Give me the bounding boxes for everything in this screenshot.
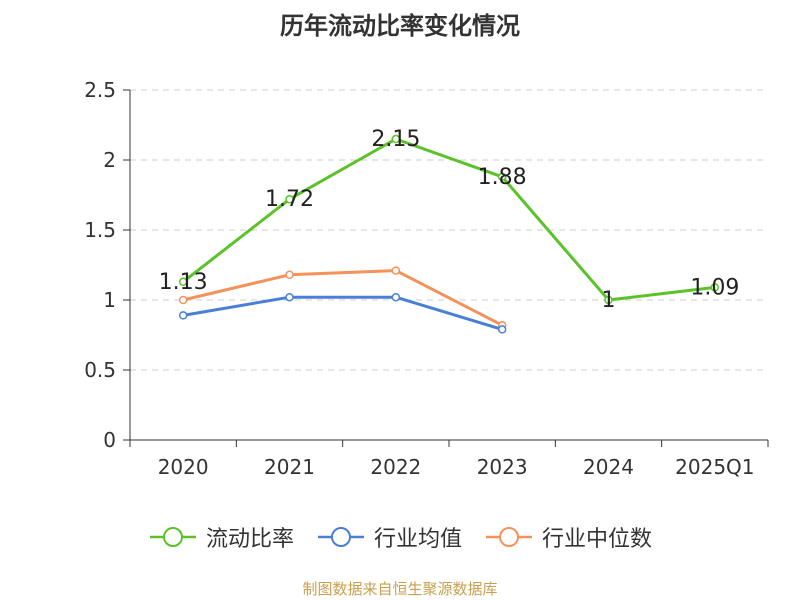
data-label: 1.09 [690, 275, 739, 300]
axes: 0 0.5 1 1.5 2 2.5 2020 2021 2022 2023 2024 2025Q1 [84, 78, 769, 479]
data-point [391, 266, 401, 275]
x-tick-label: 2023 [477, 455, 528, 479]
data-point [178, 311, 188, 320]
data-label: 1.72 [265, 187, 314, 212]
x-tick-label: 2022 [370, 455, 421, 479]
data-point [285, 270, 294, 280]
x-tick-label: 2024 [583, 455, 634, 479]
chart-title: 历年流动比率变化情况 [280, 12, 520, 40]
x-tick-label: 2025Q1 [675, 455, 754, 479]
source-note: 制图数据来自恒生聚源数据库 [302, 580, 498, 598]
legend-item[interactable]: 行业均值 [316, 521, 462, 553]
chart-legend: 流动比率 行业均值 行业中位数 [0, 520, 800, 554]
data-point [497, 325, 507, 334]
data-point [178, 295, 188, 305]
data-point [710, 283, 720, 292]
data-point [391, 292, 401, 302]
data-point [497, 172, 507, 182]
series-line [182, 137, 716, 302]
data-point [285, 194, 294, 204]
data-label: 1.88 [478, 165, 527, 190]
data-point [178, 277, 188, 287]
legend-label: 行业中位数 [542, 527, 653, 552]
x-tick-label: 2021 [264, 455, 315, 479]
data-label: 1 [602, 288, 616, 313]
grid-lines [130, 89, 768, 371]
data-point [391, 134, 401, 144]
data-labels: 1.13 1.72 2.15 1.88 1 1.09 [159, 127, 740, 313]
series-line [182, 295, 503, 331]
y-tick-label: 2.5 [84, 78, 116, 102]
y-tick-label: 2 [103, 148, 116, 172]
y-tick-label: 1 [103, 288, 116, 312]
y-tick-label: 1.5 [84, 218, 116, 242]
y-tick-label: 0.5 [84, 358, 116, 382]
y-tick-label: 0 [103, 428, 116, 452]
series-line [182, 269, 503, 327]
x-tick-label: 2020 [158, 455, 209, 479]
data-label: 1.13 [159, 270, 208, 295]
series-lines [178, 134, 720, 334]
legend-item[interactable]: 行业中位数 [484, 521, 652, 553]
data-label: 2.15 [371, 127, 420, 152]
legend-item[interactable]: 流动比率 [148, 521, 294, 553]
legend-label: 流动比率 [205, 527, 294, 552]
legend-label: 行业均值 [373, 527, 462, 552]
data-point [285, 292, 294, 302]
data-point [604, 295, 613, 305]
legend-line-marker-icon [317, 527, 364, 547]
legend-line-marker-icon [486, 527, 532, 547]
legend-line-marker-icon [149, 527, 196, 547]
